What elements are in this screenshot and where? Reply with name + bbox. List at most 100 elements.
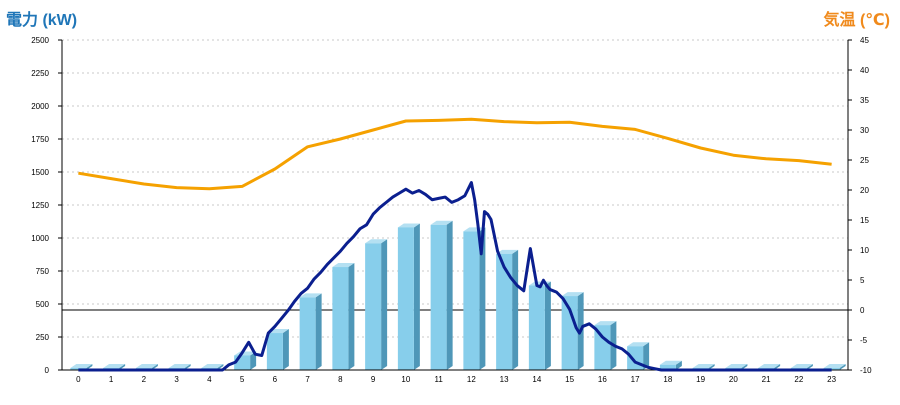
bar-side xyxy=(479,227,486,370)
bar-front xyxy=(659,364,676,370)
bar-top xyxy=(299,293,322,298)
right-tick-label: 15 xyxy=(860,216,869,225)
x-tick-label: 0 xyxy=(76,375,81,384)
bar xyxy=(266,329,289,370)
bar-front xyxy=(332,267,349,370)
bar-side xyxy=(544,281,551,370)
bar-top xyxy=(365,239,388,244)
bar-side xyxy=(315,293,322,370)
bar-top xyxy=(692,364,715,369)
x-tick-label: 21 xyxy=(762,375,771,384)
left-tick-label: 2250 xyxy=(31,69,49,78)
x-tick-label: 2 xyxy=(142,375,147,384)
x-tick-label: 16 xyxy=(598,375,607,384)
bar-front xyxy=(266,333,283,370)
right-tick-label: 35 xyxy=(860,96,869,105)
x-tick-label: 15 xyxy=(565,375,574,384)
left-axis-title: 電力 (kW) xyxy=(6,12,78,29)
bar-front xyxy=(397,227,414,370)
bar-side xyxy=(282,329,289,370)
bar xyxy=(594,321,617,370)
x-tick-label: 19 xyxy=(696,375,705,384)
x-tick-label: 22 xyxy=(794,375,803,384)
bar-front xyxy=(627,346,644,370)
temperature-line xyxy=(78,117,832,191)
x-tick-label: 4 xyxy=(207,375,212,384)
bar-top xyxy=(758,364,781,369)
bar-top xyxy=(594,321,617,326)
bar-front xyxy=(463,231,480,370)
left-tick-label: 1000 xyxy=(31,234,49,243)
left-tick-label: 0 xyxy=(45,366,50,375)
right-tick-label: 40 xyxy=(860,66,869,75)
bar-side xyxy=(675,360,682,370)
bar xyxy=(397,223,420,370)
x-tick-label: 9 xyxy=(371,375,376,384)
bar xyxy=(332,263,355,370)
bar xyxy=(463,227,486,370)
power-line xyxy=(78,181,832,372)
bar xyxy=(496,249,519,370)
bar-front xyxy=(528,285,545,370)
bar-top xyxy=(823,364,846,369)
left-tick-label: 1500 xyxy=(31,168,49,177)
x-tick-label: 7 xyxy=(305,375,310,384)
x-tick-label: 14 xyxy=(532,375,541,384)
bar-front xyxy=(561,296,578,370)
bar-top xyxy=(659,360,682,365)
bar xyxy=(430,220,453,370)
bar-side xyxy=(348,263,355,370)
bar-side xyxy=(446,220,453,370)
x-tick-label: 20 xyxy=(729,375,738,384)
bar-top xyxy=(103,364,126,369)
bar-top xyxy=(561,292,584,297)
bar-top xyxy=(496,249,519,254)
x-tick-label: 23 xyxy=(827,375,836,384)
x-tick-label: 17 xyxy=(631,375,640,384)
x-tick-label: 13 xyxy=(500,375,509,384)
bar xyxy=(365,239,388,370)
bar xyxy=(299,293,322,370)
bar-side xyxy=(250,351,257,370)
bar-front xyxy=(496,253,513,370)
bar xyxy=(528,281,551,370)
bar-front xyxy=(594,325,611,370)
bar-top xyxy=(332,263,355,268)
x-tick-label: 1 xyxy=(109,375,114,384)
right-tick-label: 45 xyxy=(860,36,869,45)
left-tick-label: 2500 xyxy=(31,36,49,45)
left-tick-label: 250 xyxy=(36,333,50,342)
right-tick-label: -5 xyxy=(860,336,868,345)
left-tick-label: 750 xyxy=(36,267,50,276)
bar-side xyxy=(413,223,420,370)
bar-top xyxy=(135,364,158,369)
bar xyxy=(659,360,682,370)
x-tick-label: 10 xyxy=(401,375,410,384)
x-tick-label: 18 xyxy=(663,375,672,384)
right-tick-label: -10 xyxy=(860,366,872,375)
bar-front xyxy=(365,243,382,370)
right-tick-label: 0 xyxy=(860,306,865,315)
right-tick-label: 10 xyxy=(860,246,869,255)
x-tick-label: 5 xyxy=(240,375,245,384)
bar-side xyxy=(643,342,650,370)
x-tick-label: 12 xyxy=(467,375,476,384)
x-tick-label: 3 xyxy=(174,375,179,384)
bar-side xyxy=(381,239,388,370)
bar-top xyxy=(168,364,191,369)
bar-top xyxy=(430,220,453,225)
bar-top xyxy=(201,364,224,369)
right-tick-label: 20 xyxy=(860,186,869,195)
x-tick-label: 8 xyxy=(338,375,343,384)
right-axis-title: 気温 (℃) xyxy=(823,12,890,29)
left-tick-label: 1750 xyxy=(31,135,49,144)
left-tick-label: 1250 xyxy=(31,201,49,210)
right-tick-label: 5 xyxy=(860,276,865,285)
x-tick-label: 11 xyxy=(434,375,443,384)
right-tick-label: 25 xyxy=(860,156,869,165)
bar-top xyxy=(397,223,420,228)
left-tick-label: 500 xyxy=(36,300,50,309)
bar-front xyxy=(299,297,316,370)
